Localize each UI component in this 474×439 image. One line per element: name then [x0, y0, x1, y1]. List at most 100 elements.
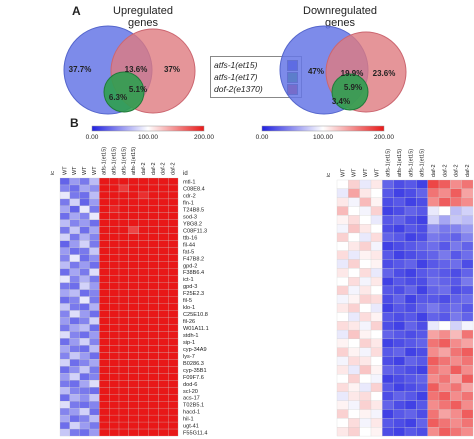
heatmap-cell: [370, 321, 383, 331]
heatmap-cell: [158, 310, 169, 318]
heatmap-cell: [109, 212, 120, 221]
heatmap-cell: [370, 294, 383, 304]
heatmap-cell: [438, 391, 451, 401]
heatmap-cell: [336, 427, 349, 437]
heatmap-cell: [99, 177, 110, 186]
heatmap-cell: [382, 179, 394, 190]
heatmap-cell: [168, 401, 179, 409]
heatmap-cell: [128, 212, 139, 221]
heatmap-cell: [416, 427, 428, 437]
heatmap-cell: [109, 303, 120, 311]
heatmap-cell: [359, 197, 372, 207]
heatmap-cell: [416, 215, 428, 225]
heatmap-cell: [99, 414, 110, 423]
heatmap-cell: [348, 418, 360, 428]
heatmap-cell: [128, 184, 139, 193]
heatmap-cell: [138, 401, 149, 409]
heatmap-cell: [168, 387, 179, 395]
heatmap-cell: [79, 247, 90, 255]
row-label: fil-5: [183, 298, 192, 304]
heatmap-cell: [109, 352, 120, 360]
column-label: daf-2: [465, 164, 471, 177]
heatmap-cell: [128, 387, 139, 395]
heatmap-cell: [359, 268, 372, 278]
column-label: WT: [62, 166, 68, 175]
heatmap-cell: [79, 394, 90, 402]
heatmap-cell: [359, 409, 372, 419]
heatmap-cell: [348, 268, 360, 278]
heatmap-cell: [168, 366, 179, 374]
heatmap-cell: [79, 366, 90, 374]
heatmap-cell: [99, 226, 110, 234]
heatmap-cell: [118, 205, 130, 214]
heatmap-cell: [438, 347, 451, 357]
heatmap-cell: [109, 233, 120, 241]
heatmap-cell: [393, 294, 406, 304]
heatmap-cell: [109, 254, 120, 262]
heatmap-cell: [99, 296, 110, 304]
heatmap-cell: [79, 380, 90, 388]
heatmap-cell: [148, 366, 159, 374]
column-label: WT: [92, 166, 98, 175]
heatmap-cell: [118, 240, 130, 248]
heatmap-cell: [461, 338, 474, 348]
heatmap-cell: [382, 268, 394, 278]
heatmap-cell: [158, 247, 169, 255]
heatmap-cell: [348, 294, 360, 304]
heatmap-cell: [148, 359, 159, 367]
heatmap-cell: [427, 188, 440, 198]
heatmap-cell: [128, 233, 139, 241]
heatmap-cell: [336, 400, 349, 410]
row-label: C08F11.3: [183, 228, 207, 234]
panel-b-label: B: [70, 116, 79, 130]
heatmap-cell: [79, 317, 90, 325]
heatmap-cell: [359, 418, 372, 428]
heatmap-cell: [118, 254, 130, 262]
heatmap-cell: [148, 387, 159, 395]
heatmap-cell: [59, 240, 71, 248]
heatmap-cell: [348, 338, 360, 348]
heatmap-cell: [158, 303, 169, 311]
heatmap-cell: [118, 359, 130, 367]
heatmap-cell: [348, 347, 360, 357]
heatmap-cell: [89, 401, 100, 409]
heatmap-cell: [393, 400, 406, 410]
heatmap-cell: [79, 303, 90, 311]
heatmap-cell: [404, 329, 417, 340]
heatmap-cell: [438, 197, 451, 207]
heatmap-cell: [393, 179, 406, 190]
heatmap-cell: [450, 206, 462, 216]
heatmap-cell: [427, 215, 440, 225]
heatmap-cell: [69, 233, 80, 241]
heatmap-cell: [370, 347, 383, 357]
heatmap-cell: [118, 428, 130, 437]
heatmap-cell: [128, 275, 139, 283]
heatmap-cell: [118, 421, 130, 430]
heatmap-cell: [99, 317, 110, 325]
heatmap-cell: [138, 380, 149, 388]
heatmap-cell: [393, 268, 406, 278]
heatmap-cell: [128, 373, 139, 381]
heatmap-cell: [382, 329, 394, 340]
heatmap-cell: [168, 184, 179, 193]
heatmap-cell: [450, 400, 462, 410]
heatmap-cell: [461, 294, 474, 304]
heatmap-cell: [168, 219, 179, 227]
heatmap-cell: [359, 312, 372, 322]
heatmap-cell: [89, 331, 100, 339]
heatmap-cell: [89, 205, 100, 214]
heatmap-cell: [461, 241, 474, 251]
heatmap-cell: [168, 296, 179, 304]
column-label: WT: [363, 168, 369, 177]
heatmap-cell: [138, 310, 149, 318]
heatmap-cell: [438, 409, 451, 419]
heatmap-cell: [404, 276, 417, 287]
heatmap-cell: [158, 352, 169, 360]
heatmap-cell: [158, 191, 169, 200]
heatmap-cell: [138, 352, 149, 360]
heatmap-cell: [416, 418, 428, 428]
heatmap-cell: [359, 224, 372, 234]
heatmap-cell: [393, 365, 406, 375]
heatmap-cell: [69, 359, 80, 367]
venn-region-label: 5.9%: [344, 83, 362, 92]
